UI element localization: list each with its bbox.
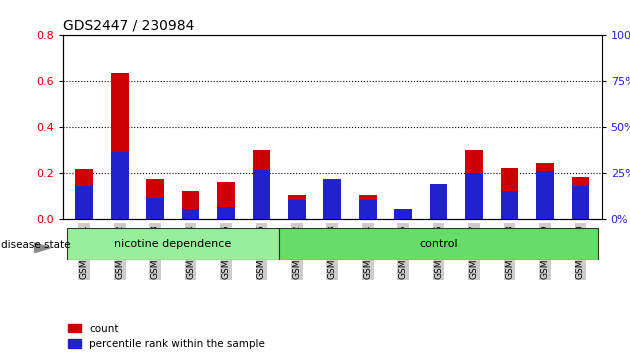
Bar	[359, 195, 377, 219]
Bar	[217, 182, 235, 219]
Bar	[323, 179, 341, 219]
Text: nicotine dependence: nicotine dependence	[114, 239, 231, 249]
Bar	[67, 228, 279, 260]
Bar	[181, 209, 200, 219]
Text: control: control	[420, 239, 458, 249]
Bar	[146, 198, 164, 219]
Bar	[181, 191, 200, 219]
Bar	[76, 169, 93, 219]
Bar	[288, 200, 306, 219]
Bar	[146, 179, 164, 219]
Bar	[501, 191, 518, 219]
Bar	[430, 184, 447, 219]
Bar	[501, 168, 518, 219]
Bar	[111, 152, 129, 219]
Text: disease state: disease state	[1, 240, 70, 250]
Text: GDS2447 / 230984: GDS2447 / 230984	[63, 19, 195, 33]
Bar	[465, 173, 483, 219]
Bar	[359, 200, 377, 219]
Polygon shape	[35, 243, 50, 253]
Bar	[394, 209, 412, 219]
Bar	[288, 195, 306, 219]
Bar	[279, 228, 598, 260]
Bar	[76, 186, 93, 219]
Bar	[253, 150, 270, 219]
Bar	[253, 170, 270, 219]
Bar	[323, 179, 341, 219]
Bar	[571, 177, 589, 219]
Bar	[536, 171, 554, 219]
Bar	[111, 73, 129, 219]
Bar	[394, 209, 412, 219]
Bar	[217, 207, 235, 219]
Legend: count, percentile rank within the sample: count, percentile rank within the sample	[68, 324, 265, 349]
Bar	[571, 186, 589, 219]
Bar	[465, 150, 483, 219]
Bar	[430, 184, 447, 219]
Bar	[536, 163, 554, 219]
